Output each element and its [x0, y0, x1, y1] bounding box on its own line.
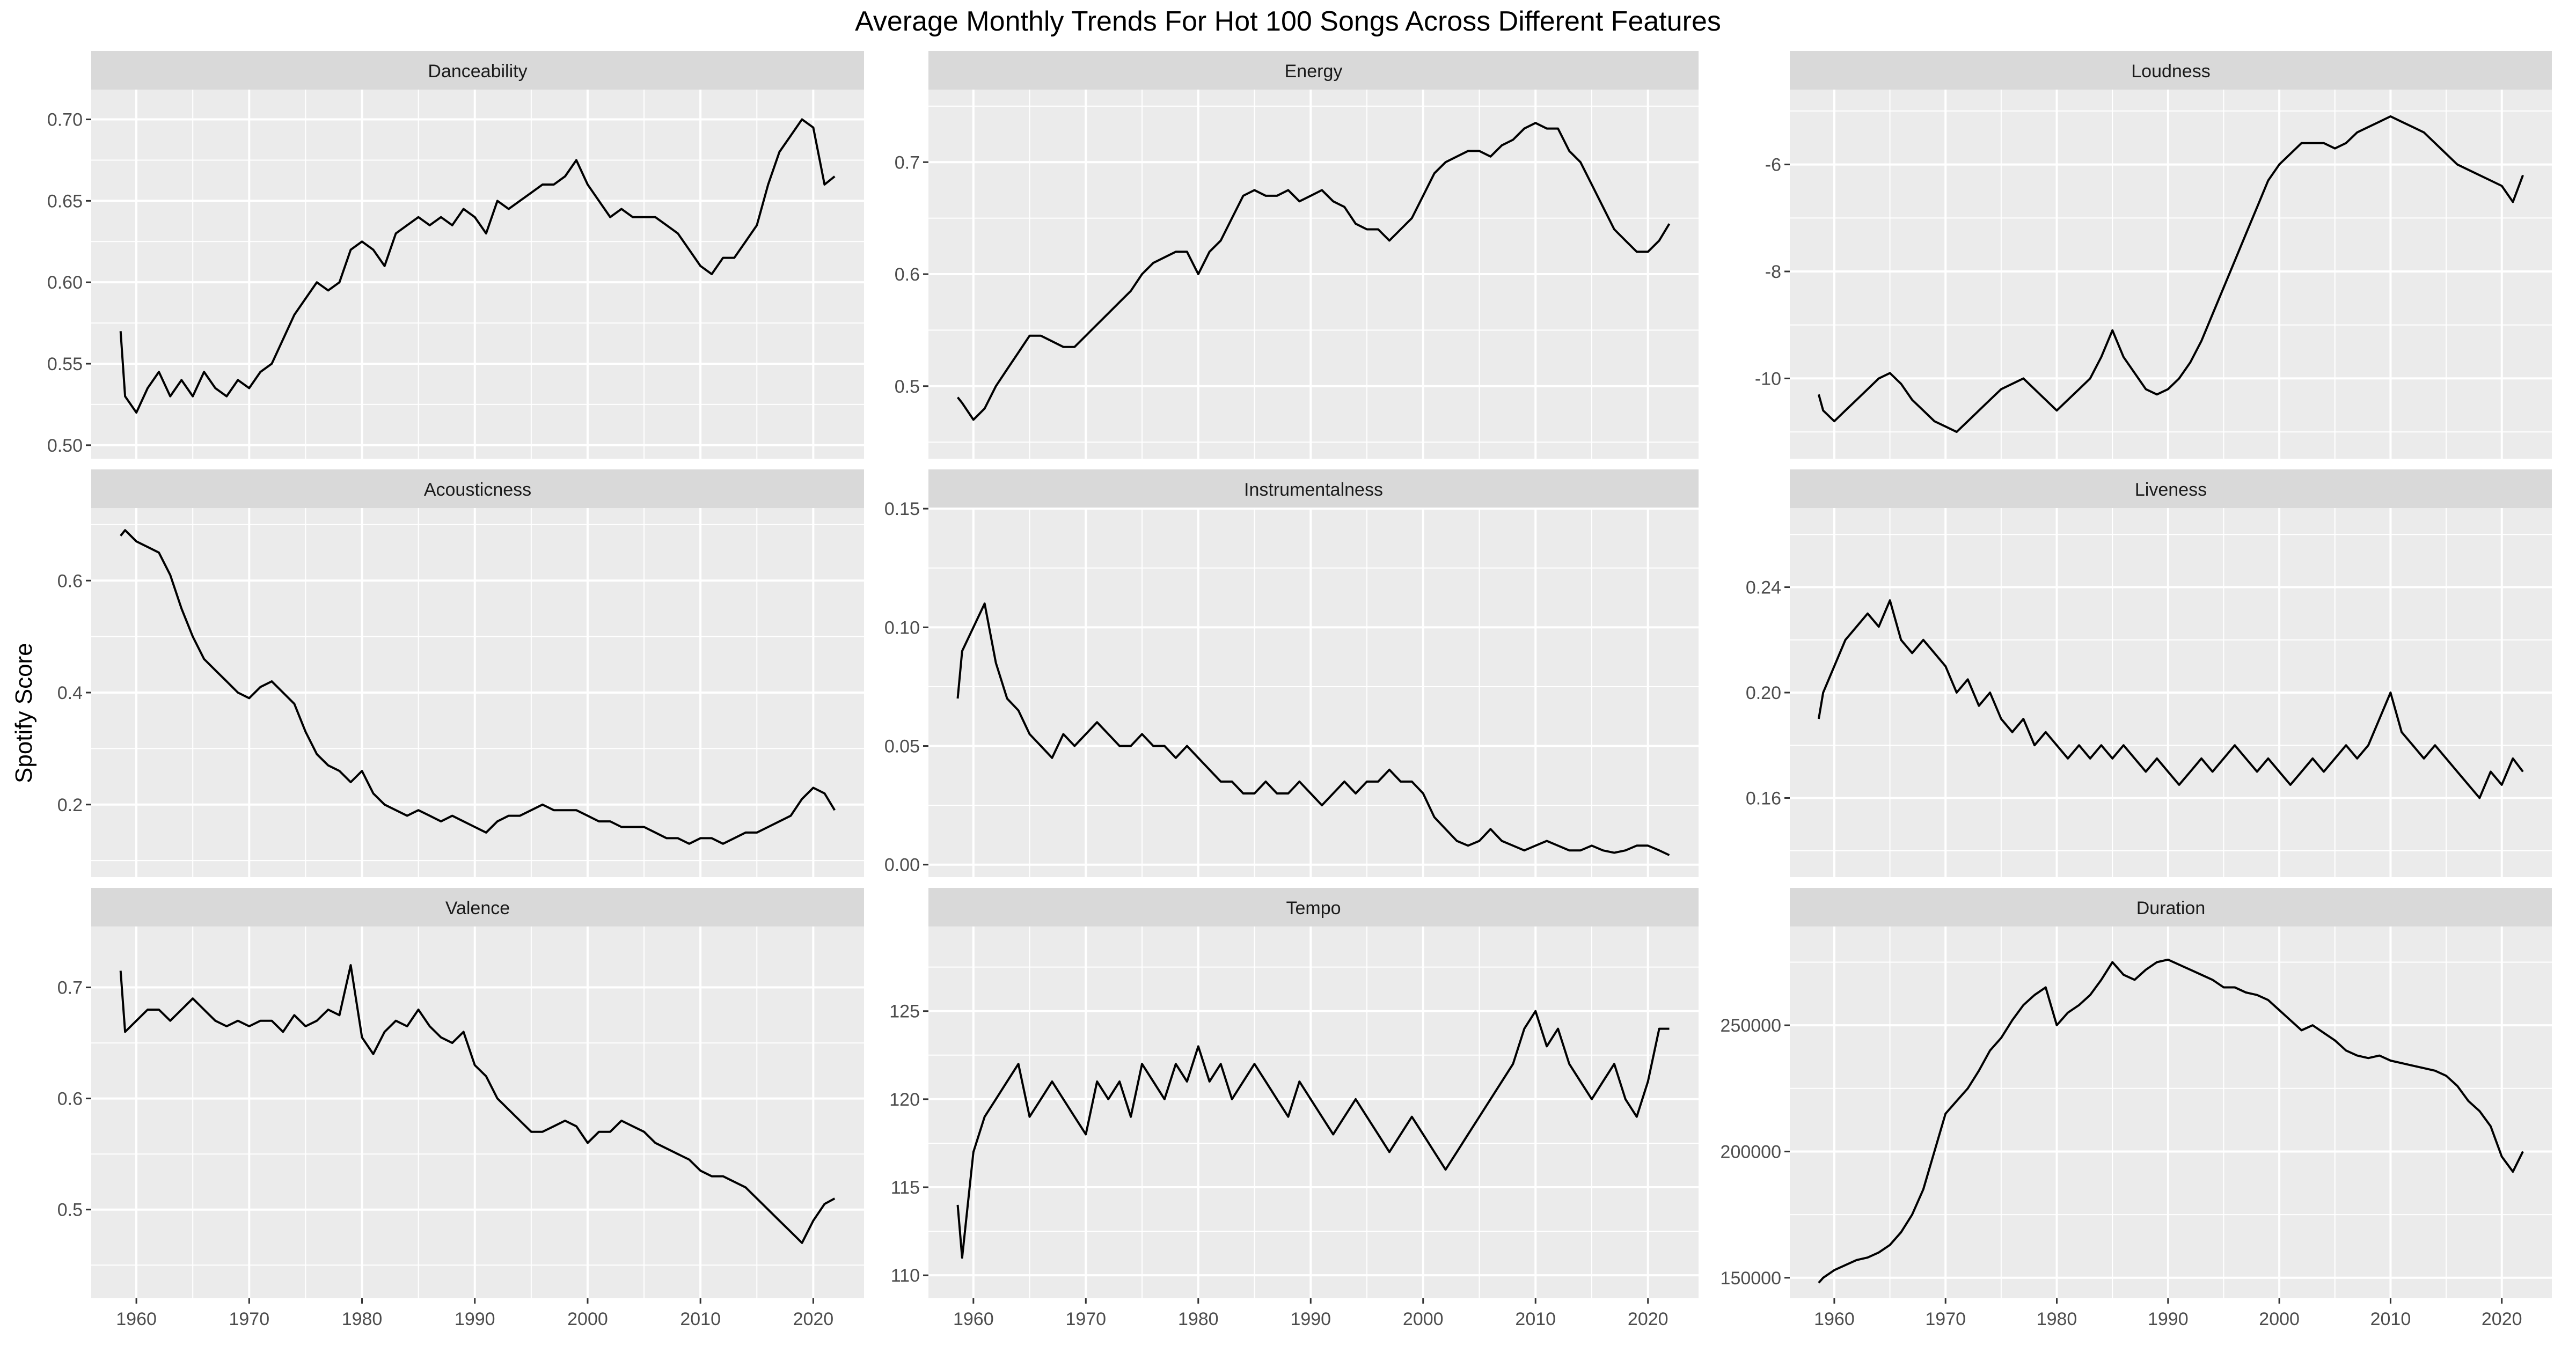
x-tick-label: 2000 — [1403, 1309, 1444, 1329]
strip-energy — [928, 51, 1699, 90]
x-tick-label: 2010 — [1515, 1309, 1556, 1329]
strip-label-liveness: Liveness — [2135, 480, 2207, 500]
x-tick-label: 1960 — [1814, 1309, 1855, 1329]
x-tick-label: 2020 — [2482, 1309, 2522, 1329]
panel-duration: Duration 150000 200000 250000 1960 1970 1980 19… — [1721, 888, 2552, 1329]
panel-danceability: Danceability 0.50 0.55 0.60 0.65 0.70 — [47, 51, 864, 459]
strip-liveness — [1790, 469, 2552, 508]
strip-label-energy: Energy — [1285, 61, 1343, 82]
strip-acousticness — [91, 469, 864, 508]
x-tick-label: 1990 — [2148, 1309, 2189, 1329]
y-tick-label: 0.10 — [884, 617, 920, 638]
strip-label-duration: Duration — [2136, 898, 2206, 918]
y-tick-label: 0.55 — [47, 354, 83, 374]
panel-tempo: Tempo 110 115 120 125 1960 1970 1980 1990 2000 201… — [889, 888, 1699, 1329]
y-tick-label: 0.00 — [884, 855, 920, 876]
strip-tempo — [928, 888, 1699, 926]
x-tick-label: 2000 — [567, 1309, 608, 1329]
series-line-duration — [1818, 958, 2524, 1284]
x-tick-label: 1970 — [1065, 1309, 1106, 1329]
series-line-loudness — [1817, 115, 2524, 433]
y-tick-label: 0.60 — [47, 273, 83, 293]
y-tick-label: 0.5 — [57, 1200, 83, 1220]
series-line-acousticness — [120, 529, 836, 845]
panel-valence: Valence 0.5 0.6 0.7 1960 1970 1980 1990 2000 2010… — [57, 888, 864, 1329]
y-tick-label: 0.70 — [47, 110, 83, 130]
y-tick-label: -10 — [1755, 369, 1781, 389]
y-tick-label: 0.7 — [895, 152, 920, 173]
y-tick-label: 0.16 — [1746, 788, 1781, 808]
x-tick-label: 2000 — [2259, 1309, 2300, 1329]
series-line-energy — [956, 122, 1671, 421]
y-tick-label: 0.2 — [57, 795, 83, 815]
series-line-valence — [119, 964, 836, 1244]
x-tick-label: 2010 — [2370, 1309, 2411, 1329]
y-tick-label: 0.20 — [1746, 683, 1781, 703]
panel-background-valence — [91, 926, 864, 1298]
y-tick-label: 0.6 — [895, 264, 920, 285]
panel-instrumentalness: Instrumentalness 0.00 0.05 0.10 0.15 — [884, 469, 1699, 877]
y-tick-label: 0.6 — [57, 571, 83, 591]
y-tick-label: 200000 — [1721, 1142, 1781, 1162]
panel-loudness: Loudness -10 -8 -6 — [1755, 51, 2552, 459]
strip-duration — [1790, 888, 2552, 926]
x-tick-label: 2020 — [1628, 1309, 1668, 1329]
x-tick-label: 1960 — [116, 1309, 157, 1329]
y-tick-label: 150000 — [1721, 1268, 1781, 1289]
series-line-liveness — [1817, 599, 2524, 799]
x-tick-label: 1960 — [953, 1309, 994, 1329]
strip-label-tempo: Tempo — [1286, 898, 1341, 918]
series-line-tempo — [956, 1010, 1670, 1259]
x-tick-label: 1970 — [1925, 1309, 1966, 1329]
y-tick-label: 0.05 — [884, 737, 920, 757]
x-tick-label: 1980 — [342, 1309, 383, 1329]
x-tick-label: 2020 — [793, 1309, 834, 1329]
panel-energy: Energy 0.5 0.6 0.7 — [895, 51, 1699, 459]
panel-background-danceability — [91, 90, 864, 459]
y-tick-label: -6 — [1765, 155, 1781, 175]
y-tick-label: 0.24 — [1746, 578, 1781, 598]
x-tick-label: 1970 — [229, 1309, 269, 1329]
strip-valence — [91, 888, 864, 926]
panel-acousticness: Acousticness 0.2 0.4 0.6 — [57, 469, 864, 877]
strip-label-valence: Valence — [445, 898, 510, 918]
panel-background-instrumentalness — [928, 508, 1699, 877]
y-tick-label: 0.65 — [47, 191, 83, 211]
series-line-danceability — [119, 118, 836, 414]
panel-background-tempo — [928, 926, 1699, 1298]
strip-loudness — [1790, 51, 2552, 90]
y-tick-label: 115 — [891, 1178, 920, 1198]
y-tick-label: 0.7 — [57, 978, 83, 998]
strip-label-loudness: Loudness — [2131, 61, 2210, 82]
panel-background-loudness — [1790, 90, 2552, 459]
y-tick-label: 125 — [889, 1002, 920, 1022]
panel-liveness: Liveness 0.16 0.20 0.24 — [1746, 469, 2552, 877]
y-tick-label: 0.15 — [884, 499, 920, 519]
x-tick-label: 1990 — [1290, 1309, 1331, 1329]
y-tick-label: 0.4 — [57, 683, 83, 703]
strip-label-danceability: Danceability — [428, 61, 527, 82]
y-tick-label: 120 — [889, 1090, 920, 1110]
y-tick-label: 0.5 — [895, 377, 920, 397]
strip-danceability — [91, 51, 864, 90]
strip-label-acousticness: Acousticness — [424, 480, 531, 500]
x-tick-label: 1980 — [1178, 1309, 1219, 1329]
page-title: Average Monthly Trends For Hot 100 Songs… — [855, 6, 1721, 37]
series-line-instrumentalness — [956, 602, 1670, 856]
panel-background-duration — [1790, 926, 2552, 1298]
strip-instrumentalness — [928, 469, 1699, 508]
y-tick-label: -8 — [1765, 262, 1781, 282]
x-tick-label: 2010 — [680, 1309, 721, 1329]
strip-label-instrumentalness: Instrumentalness — [1244, 480, 1383, 500]
y-tick-label: 0.50 — [47, 436, 83, 456]
x-tick-label: 1980 — [2037, 1309, 2077, 1329]
y-tick-label: 250000 — [1721, 1016, 1781, 1036]
y-tick-label: 110 — [891, 1266, 920, 1286]
x-tick-label: 1990 — [455, 1309, 495, 1329]
y-tick-label: 0.6 — [57, 1089, 83, 1109]
